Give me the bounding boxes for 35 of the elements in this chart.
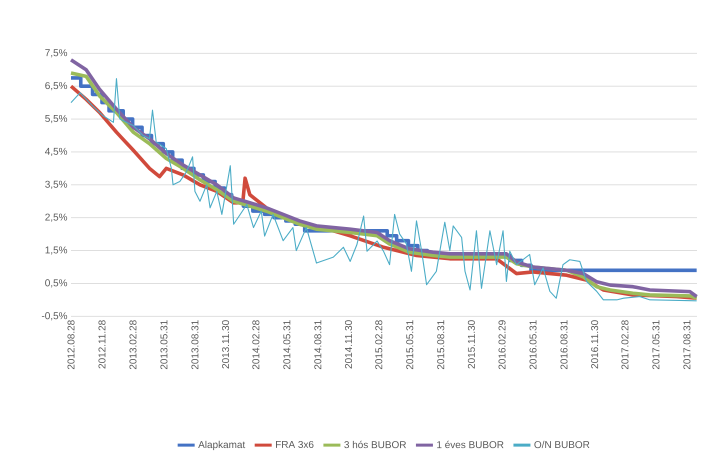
y-tick-label: 4,5% — [45, 148, 68, 156]
x-tick-label: 2015.02.28 — [375, 320, 382, 370]
x-tick-label: 2015.05.31 — [406, 320, 414, 370]
legend-label: FRA 3x6 — [276, 441, 314, 448]
x-tick-label: 2017.05.31 — [652, 320, 660, 370]
x-tick-label: 2014.11.30 — [344, 320, 352, 369]
x-tick-label: 2016.02.29 — [498, 320, 506, 370]
y-tick-label: 5,5% — [45, 115, 68, 124]
y-tick-label: -0,5% — [42, 312, 68, 321]
x-tick-label: 2012.08.28 — [67, 320, 75, 370]
y-tick-label: 7,5% — [45, 49, 68, 58]
y-tick-label: 3,5% — [45, 180, 68, 190]
x-tick-label: 2017.02.28 — [621, 320, 628, 370]
x-tick-label: 2014.08.31 — [314, 320, 322, 370]
x-tick-label: 2013.05.31 — [160, 320, 168, 370]
x-tick-label: 2016.11.30 — [591, 320, 598, 369]
y-tick-label: 1,5% — [46, 246, 68, 255]
x-tick-label: 2016.08.31 — [560, 320, 568, 370]
x-tick-label: 2017.08.31 — [683, 320, 690, 370]
x-tick-label: 2016.05.31 — [529, 320, 537, 370]
x-tick-label: 2013.02.28 — [129, 320, 136, 370]
legend-label: Alapkamat — [198, 441, 246, 450]
legend-label: 1 éves BUBOR — [437, 440, 504, 448]
y-tick-label: 2,5% — [45, 214, 68, 222]
y-tick-label: 6,5% — [45, 82, 68, 91]
x-tick-label: 2014.05.31 — [283, 320, 290, 370]
x-tick-label: 2015.08.31 — [437, 320, 444, 370]
x-tick-label: 2014.02.28 — [252, 320, 260, 370]
legend-label: O/N BUBOR — [534, 441, 590, 448]
x-tick-label: 2012.11.28 — [98, 320, 106, 369]
legend-label: 3 hós BUBOR — [344, 440, 406, 448]
x-tick-label: 2013.11.30 — [222, 320, 230, 369]
x-tick-label: 2013.08.31 — [191, 320, 198, 370]
x-tick-label: 2015.11.30 — [468, 320, 475, 369]
y-tick-label: 0,5% — [45, 280, 68, 288]
